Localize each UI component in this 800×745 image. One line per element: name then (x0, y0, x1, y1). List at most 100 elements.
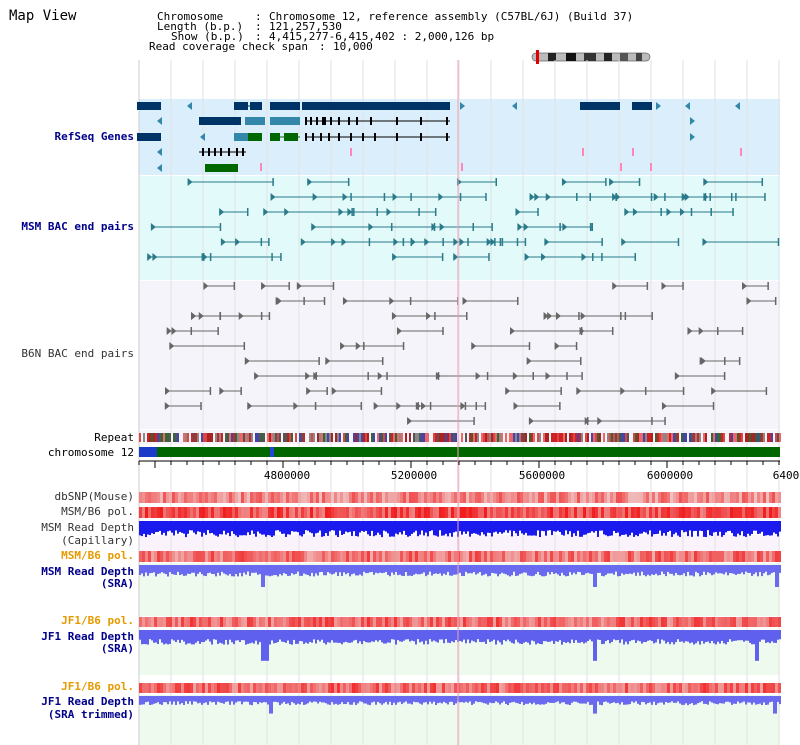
repeat-element[interactable] (615, 433, 617, 442)
b6n-bac-pair-end[interactable] (526, 357, 532, 365)
jf1-pol2-cell[interactable] (400, 683, 403, 693)
dbsnp-cell[interactable] (679, 492, 682, 503)
msm-sra-depth-bar[interactable] (307, 565, 309, 575)
msm-sra-depth-bar[interactable] (293, 565, 295, 575)
repeat-element[interactable] (665, 433, 667, 442)
gene-exon[interactable] (137, 133, 161, 141)
jf1-pol-cell[interactable] (649, 617, 652, 627)
jf1-trim-depth-bar[interactable] (165, 696, 167, 703)
msm-cap-depth-bar[interactable] (763, 521, 765, 536)
msm-pol-cell[interactable] (601, 507, 604, 518)
repeat-element[interactable] (425, 433, 427, 442)
dbsnp-cell[interactable] (232, 492, 235, 503)
jf1-sra-depth-bar[interactable] (429, 630, 431, 640)
msm-bac-pair-end[interactable] (632, 208, 638, 216)
msm-pol2-cell[interactable] (238, 551, 241, 562)
msm-pol2-cell[interactable] (163, 551, 166, 562)
msm-pol-cell[interactable] (172, 507, 175, 518)
dbsnp-cell[interactable] (439, 492, 442, 503)
jf1-trim-depth-bar[interactable] (551, 696, 553, 703)
jf1-trim-depth-bar[interactable] (661, 696, 663, 703)
jf1-pol2-cell[interactable] (673, 683, 676, 693)
jf1-pol2-cell[interactable] (655, 683, 658, 693)
msm-sra-depth-bar[interactable] (549, 565, 551, 575)
repeat-element[interactable] (277, 433, 279, 442)
jf1-trim-depth-bar[interactable] (425, 696, 427, 703)
jf1-sra-depth-bar[interactable] (359, 630, 361, 642)
jf1-sra-depth-bar[interactable] (211, 630, 213, 645)
dbsnp-cell[interactable] (358, 492, 361, 503)
jf1-pol-cell[interactable] (601, 617, 604, 627)
jf1-pol-cell[interactable] (700, 617, 703, 627)
jf1-trim-depth-bar[interactable] (153, 696, 155, 704)
msm-pol-cell[interactable] (541, 507, 544, 518)
jf1-sra-depth-bar[interactable] (377, 630, 379, 642)
jf1-trim-depth-bar[interactable] (703, 696, 705, 704)
msm-sra-depth-label[interactable]: MSM Read Depth (41, 565, 134, 578)
msm-pol-cell[interactable] (544, 507, 547, 518)
jf1-pol2-cell[interactable] (217, 683, 220, 693)
msm-cap-depth-bar[interactable] (723, 521, 725, 536)
msm-cap-depth-bar[interactable] (581, 521, 583, 537)
jf1-pol2-cell[interactable] (607, 683, 610, 693)
gene-exon[interactable] (199, 117, 241, 125)
jf1-sra-depth-bar[interactable] (277, 630, 279, 643)
jf1-sra-depth-bar[interactable] (533, 630, 535, 642)
msm-cap-depth-bar[interactable] (587, 521, 589, 534)
dbsnp-cell[interactable] (700, 492, 703, 503)
dbsnp-cell[interactable] (415, 492, 418, 503)
msm-cap-depth-bar[interactable] (165, 521, 167, 536)
msm-pol-cell[interactable] (586, 507, 589, 518)
b6n-bac-pair-end[interactable] (254, 372, 260, 380)
repeat-element[interactable] (309, 433, 311, 442)
msm-pol-cell[interactable] (694, 507, 697, 518)
msm-pol-cell[interactable] (289, 507, 292, 518)
jf1-sra-depth-bar[interactable] (557, 630, 559, 642)
jf1-pol2-cell[interactable] (604, 683, 607, 693)
dbsnp-cell[interactable] (475, 492, 478, 503)
repeat-element[interactable] (511, 433, 513, 442)
jf1-sra-depth-bar[interactable] (763, 630, 765, 640)
msm-pol-cell[interactable] (160, 507, 163, 518)
msm-pol2-cell[interactable] (382, 551, 385, 562)
msm-cap-depth-bar[interactable] (675, 521, 677, 533)
msm-cap-depth-bar[interactable] (211, 521, 213, 533)
repeat-element[interactable] (489, 433, 491, 442)
jf1-pol-cell[interactable] (508, 617, 511, 627)
msm-pol2-cell[interactable] (571, 551, 574, 562)
dbsnp-cell[interactable] (472, 492, 475, 503)
msm-pol2-cell[interactable] (628, 551, 631, 562)
jf1-pol2-cell[interactable] (169, 683, 172, 693)
msm-sra-depth-bar[interactable] (643, 565, 645, 576)
gene-exon[interactable] (362, 133, 364, 141)
jf1-sra-depth-bar[interactable] (531, 630, 533, 641)
dbsnp-cell[interactable] (652, 492, 655, 503)
jf1-trim-depth-bar[interactable] (599, 696, 601, 705)
jf1-pol2-cell[interactable] (199, 683, 202, 693)
jf1-pol2-cell[interactable] (253, 683, 256, 693)
jf1-pol-cell[interactable] (505, 617, 508, 627)
jf1-pol-cell[interactable] (331, 617, 334, 627)
jf1-trim-depth-bar[interactable] (673, 696, 675, 703)
jf1-trim-depth-bar[interactable] (433, 696, 435, 702)
msm-sra-depth-bar[interactable] (585, 565, 587, 574)
jf1-sra-depth-bar[interactable] (405, 630, 407, 640)
dbsnp-cell[interactable] (220, 492, 223, 503)
jf1-pol2-cell[interactable] (748, 683, 751, 693)
msm-sra-depth-bar[interactable] (377, 565, 379, 574)
jf1-pol2-cell[interactable] (166, 683, 169, 693)
msm-sra-depth-bar[interactable] (639, 565, 641, 576)
jf1-pol-cell[interactable] (736, 617, 739, 627)
msm-pol-cell[interactable] (451, 507, 454, 518)
jf1-sra-depth-bar[interactable] (543, 630, 545, 642)
dbsnp-cell[interactable] (295, 492, 298, 503)
jf1-pol-cell[interactable] (301, 617, 304, 627)
jf1-sra-depth-bar[interactable] (637, 630, 639, 641)
msm-sra-depth-bar[interactable] (299, 565, 301, 576)
msm-sra-depth-bar[interactable] (647, 565, 649, 575)
dbsnp-cell[interactable] (406, 492, 409, 503)
msm-sra-depth-bar[interactable] (223, 565, 225, 574)
msm-sra-depth-bar[interactable] (753, 565, 755, 575)
msm-cap-depth-bar[interactable] (729, 521, 731, 531)
jf1-pol-cell[interactable] (574, 617, 577, 627)
